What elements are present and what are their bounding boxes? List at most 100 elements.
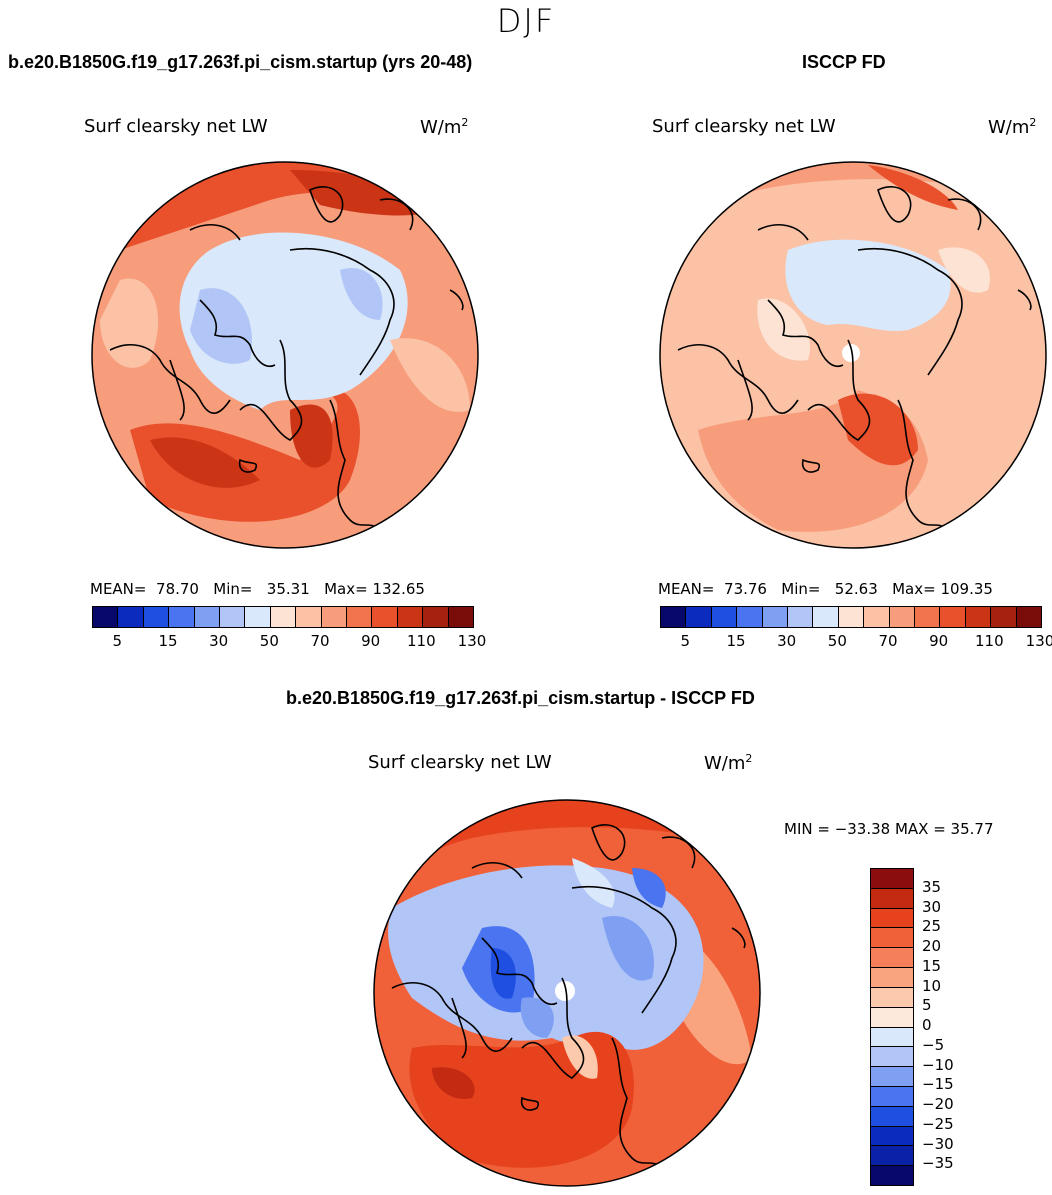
model-mean-value: 78.70 [156,580,199,598]
colorbar-swatch [871,1146,913,1167]
colorbar-tick-label: 15 [726,632,746,650]
model-colorbar [92,606,474,628]
colorbar-tick-label: −20 [922,1095,954,1113]
colorbar-swatch [940,607,966,627]
colorbar-swatch [871,1166,913,1185]
colorbar-swatch [889,607,916,627]
colorbar-swatch [871,1086,913,1107]
colorbar-swatch [686,607,712,627]
colorbar-swatch [871,1027,913,1048]
colorbar-tick-label: 30 [777,632,797,650]
colorbar-tick-label: 110 [407,632,436,650]
colorbar-swatch [965,607,992,627]
diff-variable-label: Surf clearsky net LW [368,752,552,773]
colorbar-tick-label: 30 [922,897,942,916]
colorbar-swatch [871,1106,913,1127]
colorbar-swatch [871,1067,913,1087]
colorbar-swatch [788,607,814,627]
colorbar-swatch [871,888,913,909]
colorbar-tick-label: 25 [922,917,942,936]
colorbar-swatch [118,607,144,627]
colorbar-swatch [762,607,789,627]
colorbar-swatch [991,607,1017,627]
colorbar-tick-label: 10 [922,976,942,995]
obs-stats: MEAN= 73.76 Min= 52.63 Max= 109.35 [658,580,993,598]
model-colorbar-ticks: 5 15 30 50 70 90 110 130 [92,632,487,652]
colorbar-swatch [1016,607,1042,627]
colorbar-tick-label: −30 [922,1134,954,1153]
colorbar-tick-label: 20 [922,937,942,955]
colorbar-swatch [871,1047,913,1068]
colorbar-swatch [93,607,119,627]
obs-polar-map [659,161,1047,549]
colorbar-swatch [661,607,687,627]
colorbar-swatch [737,607,763,627]
colorbar-tick-label: 30 [209,632,229,650]
obs-map-arctic-cold [785,239,951,332]
colorbar-swatch [347,607,373,627]
model-units-label: W/m2 [420,116,469,138]
diff-case-title: b.e20.B1850G.f19_g17.263f.pi_cism.startu… [286,688,755,708]
colorbar-tick-label: −25 [922,1114,954,1133]
diff-units-label: W/m2 [704,752,753,774]
colorbar-swatch [871,1007,913,1028]
colorbar-tick-label: 130 [1025,632,1052,650]
model-polar-map [91,161,479,549]
colorbar-swatch [220,607,246,627]
diff-pole-hole [555,981,575,1001]
colorbar-tick-label: 5 [680,632,691,650]
colorbar-swatch [270,607,297,627]
diff-minmax: MIN = −33.38 MAX = 35.77 [784,820,994,838]
colorbar-swatch [169,607,195,627]
colorbar-swatch [448,607,474,627]
obs-variable-label: Surf clearsky net LW [652,116,836,137]
colorbar-swatch [423,607,449,627]
diff-coastlines [391,824,746,1169]
colorbar-tick-label: −35 [922,1154,954,1173]
colorbar-swatch [194,607,221,627]
colorbar-swatch [372,607,398,627]
colorbar-swatch [871,948,913,969]
obs-max-value: 109.35 [940,580,993,598]
model-max-value: 132.65 [372,580,425,598]
colorbar-tick-label: 70 [310,632,330,650]
colorbar-swatch [871,1126,913,1147]
colorbar-tick-label: 5 [112,632,123,650]
model-min-value: 35.31 [266,580,310,598]
obs-mean-value: 73.76 [724,580,767,598]
colorbar-tick-label: 70 [878,632,898,650]
model-coastlines [109,186,464,531]
colorbar-swatch [397,607,424,627]
colorbar-tick-label: 50 [827,632,847,650]
colorbar-tick-label: 5 [922,996,932,1015]
colorbar-tick-label: −5 [922,1035,945,1054]
colorbar-swatch [813,607,839,627]
obs-colorbar-ticks: 5 15 30 50 70 90 110 130 [660,632,1052,652]
colorbar-swatch [245,607,271,627]
diff-colorbar-ticks: 35 30 25 20 15 10 5 0 −5 −10 −15 −20 −25 −30 −35 [922,868,982,1184]
colorbar-tick-label: −15 [922,1075,954,1094]
model-stats: MEAN= 78.70 Min= 35.31 Max= 132.65 [90,580,425,598]
colorbar-tick-label: 90 [929,632,949,650]
colorbar-swatch [711,607,738,627]
season-title: DJF [496,2,556,40]
model-case-title: b.e20.B1850G.f19_g17.263f.pi_cism.startu… [8,52,473,72]
colorbar-tick-label: 90 [361,632,381,650]
colorbar-swatch [296,607,322,627]
colorbar-swatch [871,968,913,988]
model-variable-label: Surf clearsky net LW [84,116,268,137]
colorbar-swatch [915,607,941,627]
model-map-atlantic-warm [130,388,360,522]
colorbar-swatch [871,869,913,889]
obs-pole-hole [842,344,860,362]
colorbar-tick-label: 110 [975,632,1004,650]
obs-units-label: W/m2 [988,116,1037,138]
obs-case-title: ISCCP FD [802,52,886,72]
colorbar-tick-label: 35 [922,877,942,896]
obs-min-value: 52.63 [834,580,878,598]
colorbar-swatch [871,908,913,929]
obs-colorbar [660,606,1042,628]
colorbar-swatch [871,987,913,1008]
colorbar-swatch [871,928,913,949]
colorbar-tick-label: 50 [259,632,279,650]
